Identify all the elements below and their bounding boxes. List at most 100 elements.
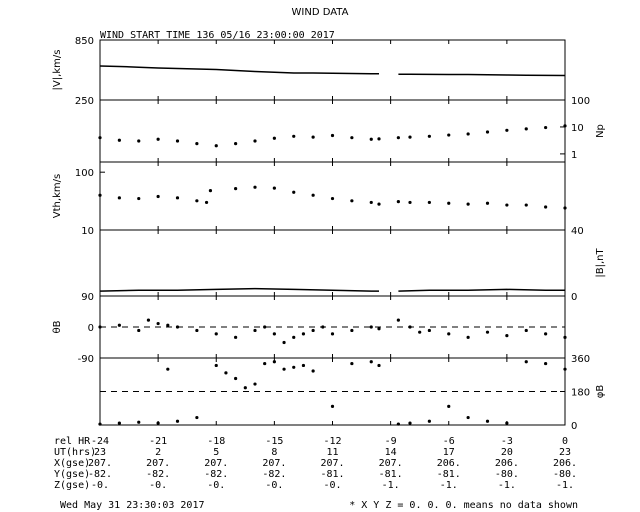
data-point: [396, 422, 400, 426]
data-point: [466, 202, 470, 206]
data-point: [350, 361, 354, 366]
data-point: [311, 328, 315, 333]
data-point: [137, 139, 141, 143]
data-point: [427, 200, 431, 205]
table-cell: -81.: [320, 469, 344, 480]
data-point: [447, 404, 451, 408]
data-point: [563, 124, 567, 128]
table-cell: -81.: [437, 469, 461, 480]
table-cell: -18: [207, 436, 225, 447]
data-point: [350, 328, 354, 333]
data-point: [208, 189, 213, 193]
data-point: [263, 361, 267, 366]
data-point: [137, 328, 141, 333]
y-tick-label: 360: [571, 354, 590, 365]
table-cell: -3: [501, 436, 513, 447]
data-point: [396, 136, 400, 140]
y-tick-label: 100: [571, 96, 590, 107]
y-axis-label: θB: [52, 320, 63, 333]
data-point: [447, 201, 451, 205]
data-point: [301, 363, 306, 368]
y-axis-label-right: φB: [595, 385, 606, 399]
table-cell: -6: [443, 436, 455, 447]
data-point: [195, 142, 199, 146]
data-point: [377, 137, 381, 141]
data-point: [524, 203, 528, 207]
data-point: [311, 135, 315, 139]
y-tick-label: 0: [571, 421, 577, 432]
data-point: [311, 193, 315, 197]
data-point: [272, 186, 276, 190]
data-point: [466, 335, 470, 339]
panel-frame: [99, 229, 566, 297]
data-point: [505, 203, 509, 207]
data-point: [505, 128, 509, 132]
y-axis-label: Vth,km/s: [52, 174, 63, 218]
panel-stack: 850 250 |V|,km/s 100 10 1 Np 100 10 Vth,km/s 40 0 |B…: [52, 36, 606, 432]
panel-magnetic_field: 40 0 |B|,nT: [99, 226, 606, 303]
y-tick-label: 0: [88, 323, 94, 334]
table-cell: -0.: [149, 480, 167, 491]
data-point: [234, 335, 238, 339]
data-point: [377, 202, 381, 206]
data-point: [505, 421, 509, 425]
data-point: [156, 321, 160, 326]
data-point: [377, 327, 381, 331]
table-cell: -1.: [382, 480, 400, 491]
panel-frame: [99, 39, 566, 101]
data-point: [146, 318, 151, 322]
table-cell: 207.: [204, 458, 228, 469]
data-point: [330, 196, 335, 201]
data-point: [243, 386, 247, 390]
y-tick-label: 0: [571, 292, 577, 303]
data-point: [137, 196, 141, 201]
y-axis-label-right: Np: [595, 124, 606, 138]
table-cell: -1.: [440, 480, 458, 491]
no-data-note: * X Y Z = 0. 0. 0. means no data shown: [349, 500, 578, 511]
panel-speed: 850 250 |V|,km/s: [52, 36, 566, 107]
data-point: [195, 328, 199, 333]
table-cell: -0.: [265, 480, 283, 491]
data-point: [466, 415, 470, 420]
data-point: [272, 332, 276, 336]
table-row-label: Z(gse): [54, 480, 90, 491]
data-point: [234, 376, 238, 381]
data-point: [485, 330, 490, 334]
table-cell: -82.: [204, 469, 228, 480]
y-tick-label: 850: [75, 36, 94, 47]
data-point: [137, 420, 141, 424]
data-point: [563, 367, 567, 371]
y-axis-label: |V|,km/s: [52, 50, 63, 91]
panel-thermal_speed: 100 10 Vth,km/s: [52, 161, 567, 237]
data-point: [544, 332, 548, 336]
data-point: [544, 361, 548, 366]
data-point: [292, 365, 296, 369]
data-point: [117, 323, 121, 327]
data-point: [156, 421, 160, 425]
data-series-1: [99, 287, 379, 292]
data-point: [117, 421, 121, 425]
y-tick-label: 180: [571, 388, 590, 399]
table-cell: 8: [271, 447, 277, 458]
data-point: [195, 199, 199, 203]
data-point: [544, 125, 548, 130]
table-cell: -80.: [495, 469, 519, 480]
data-point: [396, 318, 400, 322]
data-point: [282, 340, 286, 345]
table-cell: -21: [149, 436, 167, 447]
table-cell: 23: [559, 447, 571, 458]
data-point: [175, 196, 180, 200]
data-point: [369, 200, 373, 205]
y-tick-label: 10: [81, 226, 94, 237]
data-point: [175, 139, 180, 143]
data-point: [330, 404, 335, 408]
data-point: [195, 415, 199, 420]
table-cell: 206.: [553, 458, 577, 469]
table-cell: -1.: [498, 480, 516, 491]
table-cell: 207.: [262, 458, 286, 469]
panel-phi: 360 180 0 φB: [98, 354, 606, 432]
data-point: [253, 382, 257, 386]
y-tick-label: 90: [81, 292, 94, 303]
data-point: [408, 325, 412, 329]
data-point: [253, 139, 257, 143]
